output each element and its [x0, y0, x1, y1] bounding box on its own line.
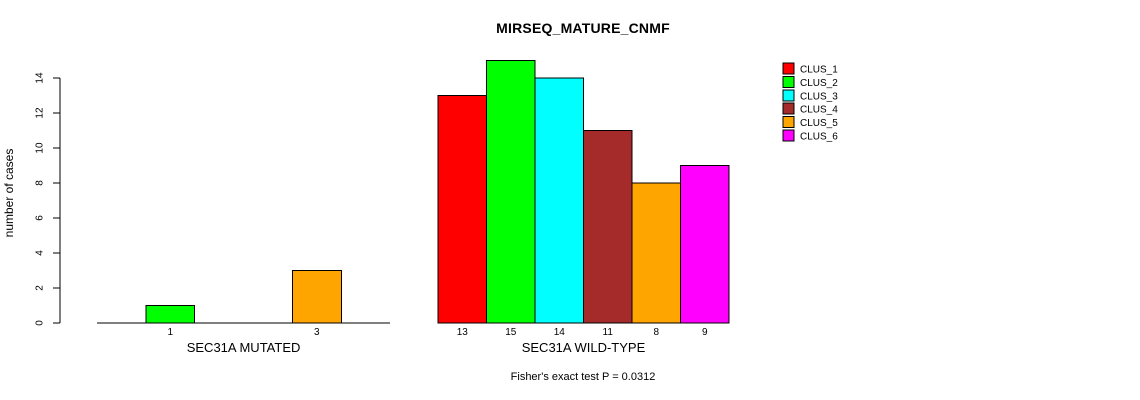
bar-CLUS_2: [145, 305, 196, 324]
bar-count-label: 11: [603, 327, 614, 338]
chart-title: MIRSEQ_MATURE_CNMF: [496, 20, 670, 36]
bar-count-label: 9: [702, 327, 708, 338]
legend-swatch-CLUS_4: [782, 102, 795, 115]
y-tick-label: 2: [35, 285, 46, 291]
bar-CLUS_3: [534, 77, 584, 324]
legend-label: CLUS_5: [800, 118, 838, 129]
bar-CLUS_5: [631, 182, 681, 324]
legend-label: CLUS_1: [800, 65, 838, 76]
y-tick-label: 0: [35, 320, 46, 326]
y-axis-title: number of cases: [2, 149, 16, 238]
bar-count-label: 13: [457, 327, 469, 338]
bar-CLUS_6: [680, 165, 730, 324]
legend-swatch-CLUS_3: [782, 89, 795, 102]
bar-count-label: 1: [167, 327, 173, 338]
y-tick-label: 8: [35, 180, 46, 186]
bar-CLUS_5: [291, 270, 342, 324]
bar-CLUS_2: [486, 60, 536, 324]
legend-swatch-CLUS_1: [782, 62, 795, 75]
y-tick-label: 6: [35, 215, 46, 221]
y-tick-label: 4: [35, 250, 46, 256]
bar-CLUS_4: [583, 130, 633, 324]
fisher-test-note: Fisher's exact test P = 0.0312: [511, 371, 656, 383]
y-tick-label: 10: [35, 142, 46, 154]
bar-count-label: 3: [314, 327, 320, 338]
y-tick-label: 12: [35, 107, 46, 119]
group-label: SEC31A WILD-TYPE: [522, 340, 646, 355]
legend-swatch-CLUS_6: [782, 129, 795, 142]
legend-label: CLUS_4: [800, 105, 838, 116]
legend-swatch-CLUS_5: [782, 116, 795, 129]
y-tick-label: 14: [35, 72, 46, 84]
legend-swatch-CLUS_2: [782, 75, 795, 88]
bar-CLUS_1: [437, 95, 487, 324]
legend-label: CLUS_2: [800, 78, 838, 89]
legend-label: CLUS_3: [800, 91, 838, 102]
group-label: SEC31A MUTATED: [187, 340, 301, 355]
bar-count-label: 14: [554, 327, 566, 338]
legend-label: CLUS_6: [800, 132, 838, 143]
bar-count-label: 15: [505, 327, 517, 338]
bar-count-label: 8: [653, 327, 659, 338]
